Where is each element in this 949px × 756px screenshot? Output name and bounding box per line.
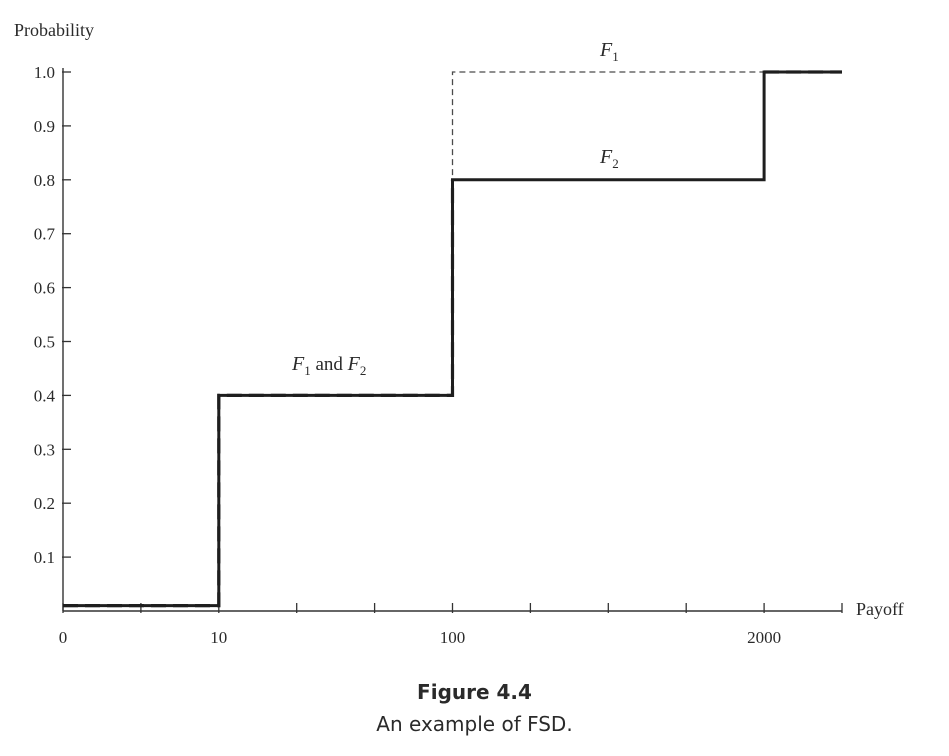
y-tick-label: 0.8 bbox=[34, 171, 55, 190]
y-axis: 0.1 0.2 0.3 0.4 0.5 0.6 0.7 0.8 0.9 1.0 bbox=[34, 63, 71, 611]
f2-label: F2 bbox=[599, 146, 619, 171]
f1-and-f2-label: F1 and F2 bbox=[291, 353, 366, 378]
x-tick-label: 100 bbox=[440, 628, 466, 647]
y-tick-label: 0.1 bbox=[34, 548, 55, 567]
step-chart: 0.1 0.2 0.3 0.4 0.5 0.6 0.7 0.8 0.9 1.0 0 10 100 200… bbox=[14, 20, 904, 647]
y-tick-label: 0.4 bbox=[34, 386, 56, 405]
series-layer bbox=[63, 70, 842, 608]
figure-number: Figure 4.4 bbox=[417, 680, 532, 704]
y-tick-label: 0.7 bbox=[34, 225, 56, 244]
x-axis: 0 10 100 2000 bbox=[59, 603, 843, 647]
x-tick-label: 2000 bbox=[747, 628, 781, 647]
y-tick-label: 0.2 bbox=[34, 494, 55, 513]
series-f1-and-f2 bbox=[63, 179, 455, 608]
y-axis-title: Probability bbox=[14, 20, 94, 40]
x-tick-label: 10 bbox=[210, 628, 227, 647]
x-axis-title: Payoff bbox=[856, 599, 904, 619]
y-tick-label: 0.6 bbox=[34, 279, 55, 298]
y-tick-label: 0.9 bbox=[34, 117, 55, 136]
y-tick-label: 0.3 bbox=[34, 440, 55, 459]
f1-label: F1 bbox=[599, 39, 619, 64]
figure-caption: An example of FSD. bbox=[376, 712, 573, 736]
y-tick-label: 1.0 bbox=[34, 63, 55, 82]
y-tick-label: 0.5 bbox=[34, 333, 55, 352]
x-tick-label: 0 bbox=[59, 628, 68, 647]
